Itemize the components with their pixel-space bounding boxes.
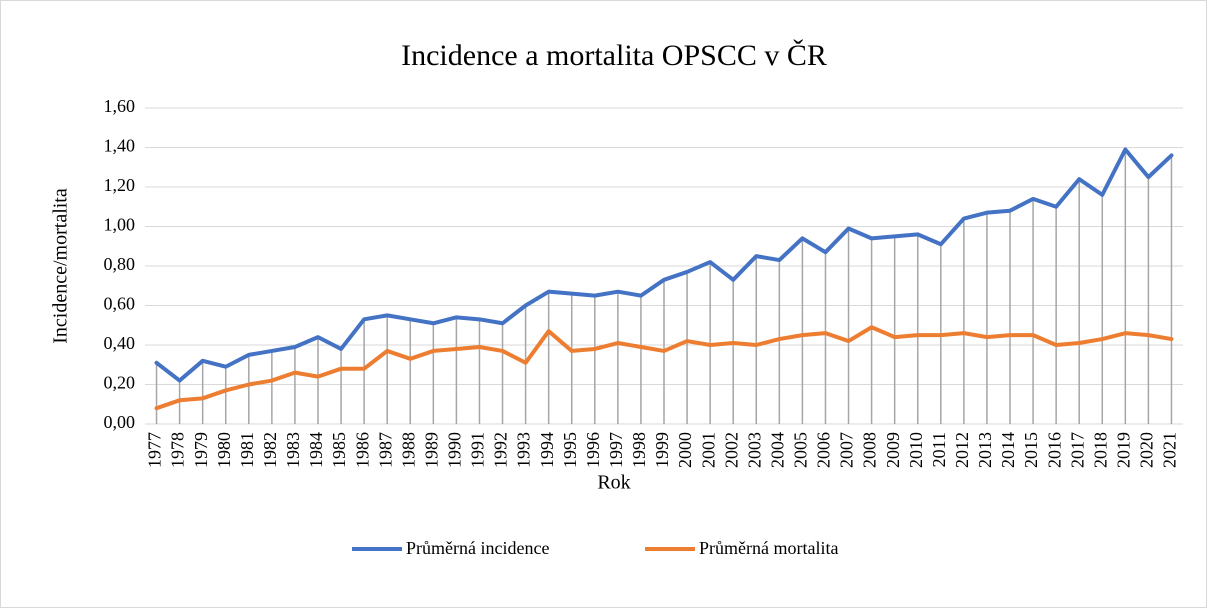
- x-tick-label: 2007: [837, 432, 857, 468]
- x-tick-label: 2017: [1067, 432, 1087, 468]
- x-tick-label: 2012: [952, 432, 972, 468]
- x-tick-label: 2014: [998, 432, 1018, 468]
- x-tick-label: 1986: [352, 432, 372, 468]
- x-axis-title: Rok: [597, 472, 630, 494]
- x-tick-label: 2006: [814, 432, 834, 468]
- x-tick-label: 2003: [744, 432, 764, 468]
- chart-title: Incidence a mortalita OPSCC v ČR: [401, 39, 827, 72]
- x-tick-label: 2011: [929, 432, 949, 467]
- y-tick-label: 0,00: [104, 412, 136, 432]
- x-tick-label: 1991: [468, 432, 488, 468]
- x-tick-label: 2018: [1090, 432, 1110, 468]
- y-tick-label: 1,20: [104, 175, 136, 195]
- x-tick-label: 1996: [583, 432, 603, 468]
- series-line: [154, 325, 1174, 411]
- x-tick-label: 1984: [306, 432, 326, 468]
- y-tick-label: 0,60: [104, 294, 136, 314]
- x-tick-label: 2020: [1137, 432, 1157, 468]
- x-tick-label: 1993: [514, 432, 534, 468]
- x-tick-label: 2002: [721, 432, 741, 468]
- x-tick-label: 2013: [975, 432, 995, 468]
- y-tick-label: 0,80: [104, 254, 136, 274]
- y-tick-label: 1,40: [104, 136, 136, 156]
- legend-label: Průměrná incidence: [406, 538, 549, 558]
- x-tick-label: 1988: [398, 432, 418, 468]
- x-tick-label: 1987: [375, 432, 395, 468]
- x-tick-label: 1990: [445, 432, 465, 468]
- x-tick-label: 1982: [260, 432, 280, 468]
- x-tick-label: 1995: [560, 432, 580, 468]
- x-tick-label: 1980: [214, 432, 234, 468]
- x-tick-label: 2004: [767, 432, 787, 468]
- series-line: [154, 147, 1174, 383]
- x-tick-label: 1977: [145, 432, 165, 468]
- x-tick-label: 2000: [675, 432, 695, 468]
- x-tick-label: 1992: [491, 432, 511, 468]
- x-tick-label: 1999: [652, 432, 672, 468]
- x-tick-label: 1994: [537, 432, 557, 468]
- x-tick-label: 2009: [883, 432, 903, 468]
- x-tick-label: 2010: [906, 432, 926, 468]
- legend-label: Průměrná mortalita: [699, 538, 838, 558]
- y-tick-label: 0,20: [104, 373, 136, 393]
- y-tick-label: 0,40: [104, 333, 136, 353]
- x-tick-label: 2005: [791, 432, 811, 468]
- x-tick-label: 2021: [1160, 432, 1180, 468]
- x-tick-label: 2008: [860, 432, 880, 468]
- x-tick-label: 2015: [1021, 432, 1041, 468]
- x-tick-label: 1989: [421, 432, 441, 468]
- y-tick-label: 1,60: [104, 96, 136, 116]
- x-tick-label: 2019: [1113, 432, 1133, 468]
- x-tick-label: 1978: [168, 432, 188, 468]
- x-tick-label: 1997: [606, 432, 626, 468]
- x-tick-label: 2001: [698, 432, 718, 468]
- x-tick-label: 1981: [237, 432, 257, 468]
- y-tick-label: 1,00: [104, 215, 136, 235]
- x-tick-label: 1979: [191, 432, 211, 468]
- x-tick-label: 1983: [283, 432, 303, 468]
- x-tick-label: 1985: [329, 432, 349, 468]
- y-axis-title: Incidence/mortalita: [50, 188, 72, 344]
- x-tick-label: 2016: [1044, 432, 1064, 468]
- x-tick-label: 1998: [629, 432, 649, 468]
